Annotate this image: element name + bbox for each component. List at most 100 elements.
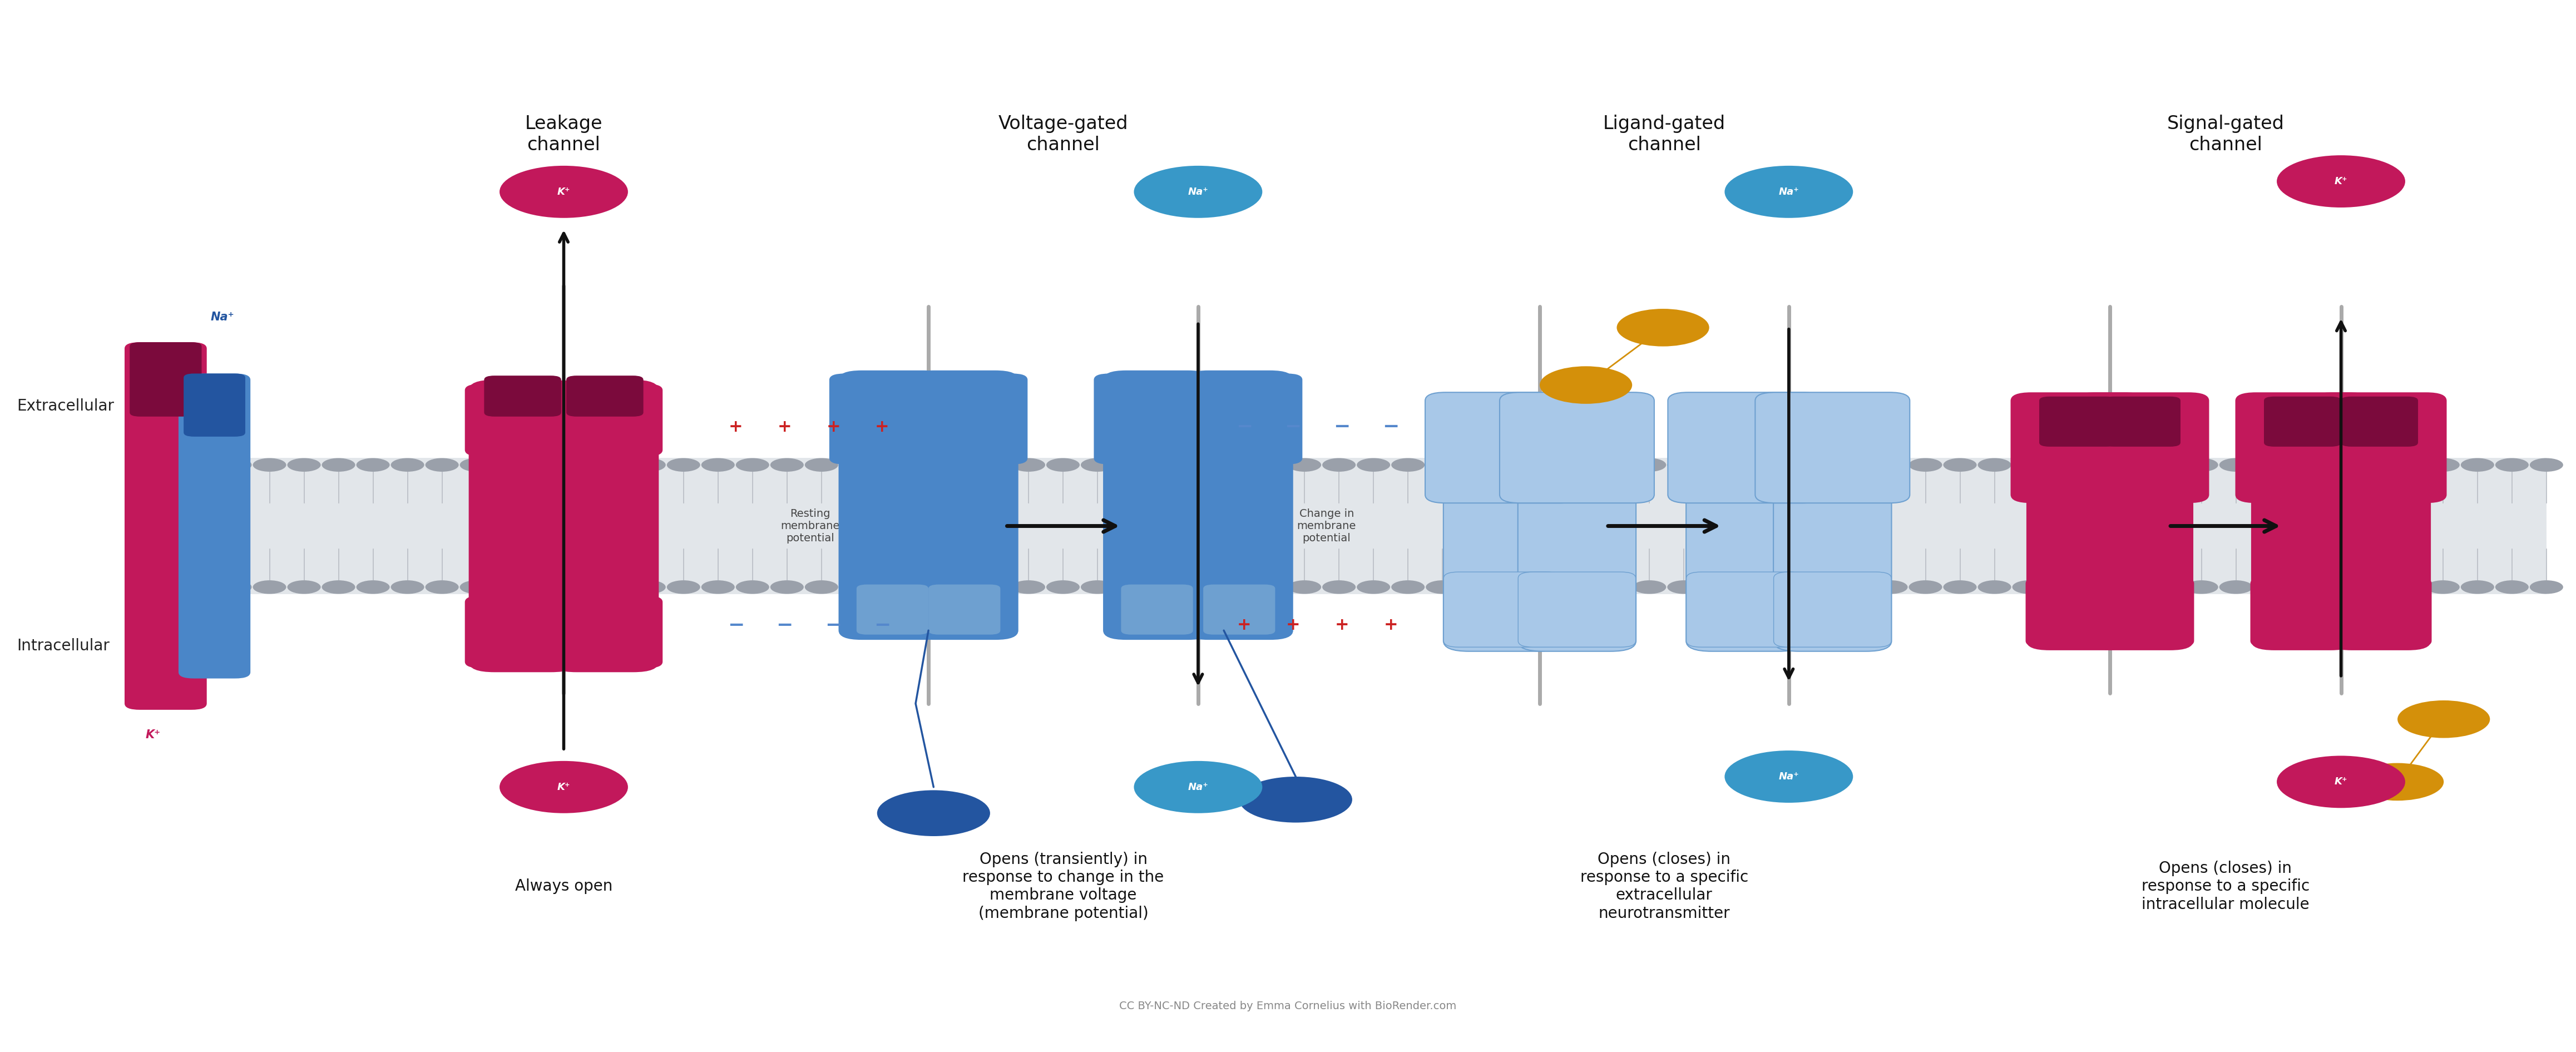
Circle shape	[322, 581, 355, 594]
Circle shape	[2115, 581, 2148, 594]
Circle shape	[564, 458, 598, 471]
Circle shape	[1115, 458, 1149, 471]
FancyBboxPatch shape	[1203, 585, 1275, 634]
Text: +: +	[827, 419, 840, 434]
Text: −: −	[726, 615, 744, 634]
FancyBboxPatch shape	[1177, 373, 1303, 464]
Circle shape	[1255, 581, 1285, 594]
Circle shape	[1736, 581, 1770, 594]
FancyBboxPatch shape	[469, 380, 577, 672]
FancyBboxPatch shape	[2236, 392, 2370, 503]
Circle shape	[2151, 458, 2184, 471]
Circle shape	[770, 581, 804, 594]
Circle shape	[2254, 581, 2287, 594]
Circle shape	[1723, 166, 1852, 218]
Circle shape	[909, 458, 943, 471]
FancyBboxPatch shape	[927, 585, 999, 634]
FancyBboxPatch shape	[1121, 585, 1193, 634]
FancyBboxPatch shape	[464, 595, 580, 668]
Circle shape	[1239, 776, 1352, 823]
Text: Na⁺: Na⁺	[1188, 782, 1208, 792]
Circle shape	[1461, 581, 1494, 594]
Circle shape	[943, 581, 976, 594]
Text: +: +	[1236, 618, 1252, 633]
Circle shape	[1942, 581, 1976, 594]
Circle shape	[1288, 581, 1321, 594]
Circle shape	[2357, 458, 2391, 471]
Circle shape	[2184, 458, 2218, 471]
Circle shape	[2427, 581, 2460, 594]
Circle shape	[425, 581, 459, 594]
Circle shape	[528, 581, 562, 594]
Circle shape	[495, 581, 528, 594]
Circle shape	[1185, 581, 1218, 594]
Circle shape	[2221, 581, 2251, 594]
Circle shape	[2287, 458, 2321, 471]
Circle shape	[1218, 581, 1252, 594]
Circle shape	[2324, 458, 2357, 471]
Circle shape	[737, 581, 770, 594]
Circle shape	[943, 458, 976, 471]
Text: K⁺: K⁺	[144, 729, 160, 741]
Circle shape	[1082, 581, 1115, 594]
FancyBboxPatch shape	[829, 373, 956, 464]
Text: Always open: Always open	[515, 878, 613, 894]
FancyBboxPatch shape	[2040, 397, 2117, 447]
Circle shape	[1425, 581, 1458, 594]
Text: −: −	[873, 615, 891, 634]
Circle shape	[1358, 458, 1391, 471]
Circle shape	[770, 458, 804, 471]
Circle shape	[840, 581, 873, 594]
Text: Opens (transiently) in
response to change in the
membrane voltage
(membrane pote: Opens (transiently) in response to chang…	[963, 851, 1164, 922]
Circle shape	[2151, 581, 2184, 594]
FancyBboxPatch shape	[840, 370, 945, 640]
Circle shape	[1564, 581, 1597, 594]
Circle shape	[701, 581, 734, 594]
FancyBboxPatch shape	[1687, 401, 1803, 651]
Circle shape	[2287, 581, 2321, 594]
Circle shape	[2081, 458, 2115, 471]
Circle shape	[1046, 458, 1079, 471]
Circle shape	[1540, 366, 1633, 404]
Circle shape	[219, 581, 252, 594]
Text: Intracellular: Intracellular	[15, 639, 111, 654]
Circle shape	[2221, 458, 2251, 471]
Circle shape	[909, 581, 943, 594]
Circle shape	[1942, 458, 1976, 471]
FancyBboxPatch shape	[909, 370, 1018, 640]
FancyBboxPatch shape	[1667, 392, 1821, 503]
Circle shape	[1703, 458, 1736, 471]
Circle shape	[1530, 581, 1564, 594]
Text: Extracellular: Extracellular	[15, 398, 113, 413]
Text: −: −	[1334, 418, 1350, 437]
Circle shape	[1115, 581, 1149, 594]
FancyBboxPatch shape	[2251, 402, 2354, 650]
FancyBboxPatch shape	[858, 585, 927, 634]
Circle shape	[219, 458, 252, 471]
FancyBboxPatch shape	[1517, 401, 1636, 651]
FancyBboxPatch shape	[183, 373, 245, 437]
Circle shape	[1564, 458, 1597, 471]
Circle shape	[1149, 458, 1182, 471]
Circle shape	[1461, 458, 1494, 471]
Text: Signal-gated
channel: Signal-gated channel	[2166, 115, 2285, 155]
Text: Leakage
channel: Leakage channel	[526, 115, 603, 155]
Circle shape	[2081, 581, 2115, 594]
Circle shape	[1723, 750, 1852, 803]
Text: Opens (closes) in
response to a specific
intracellular molecule: Opens (closes) in response to a specific…	[2141, 861, 2311, 912]
Circle shape	[701, 458, 734, 471]
Circle shape	[2398, 701, 2491, 739]
FancyBboxPatch shape	[1772, 401, 1891, 651]
Circle shape	[1494, 581, 1528, 594]
Circle shape	[1133, 166, 1262, 218]
Circle shape	[1909, 458, 1942, 471]
Circle shape	[1012, 458, 1046, 471]
Text: +: +	[1334, 618, 1350, 633]
FancyBboxPatch shape	[2074, 392, 2210, 503]
Circle shape	[2324, 581, 2357, 594]
Circle shape	[1133, 761, 1262, 813]
Text: +: +	[1383, 618, 1399, 633]
Circle shape	[667, 581, 701, 594]
Circle shape	[1875, 581, 1909, 594]
Text: Voltage-gated
channel: Voltage-gated channel	[999, 115, 1128, 155]
